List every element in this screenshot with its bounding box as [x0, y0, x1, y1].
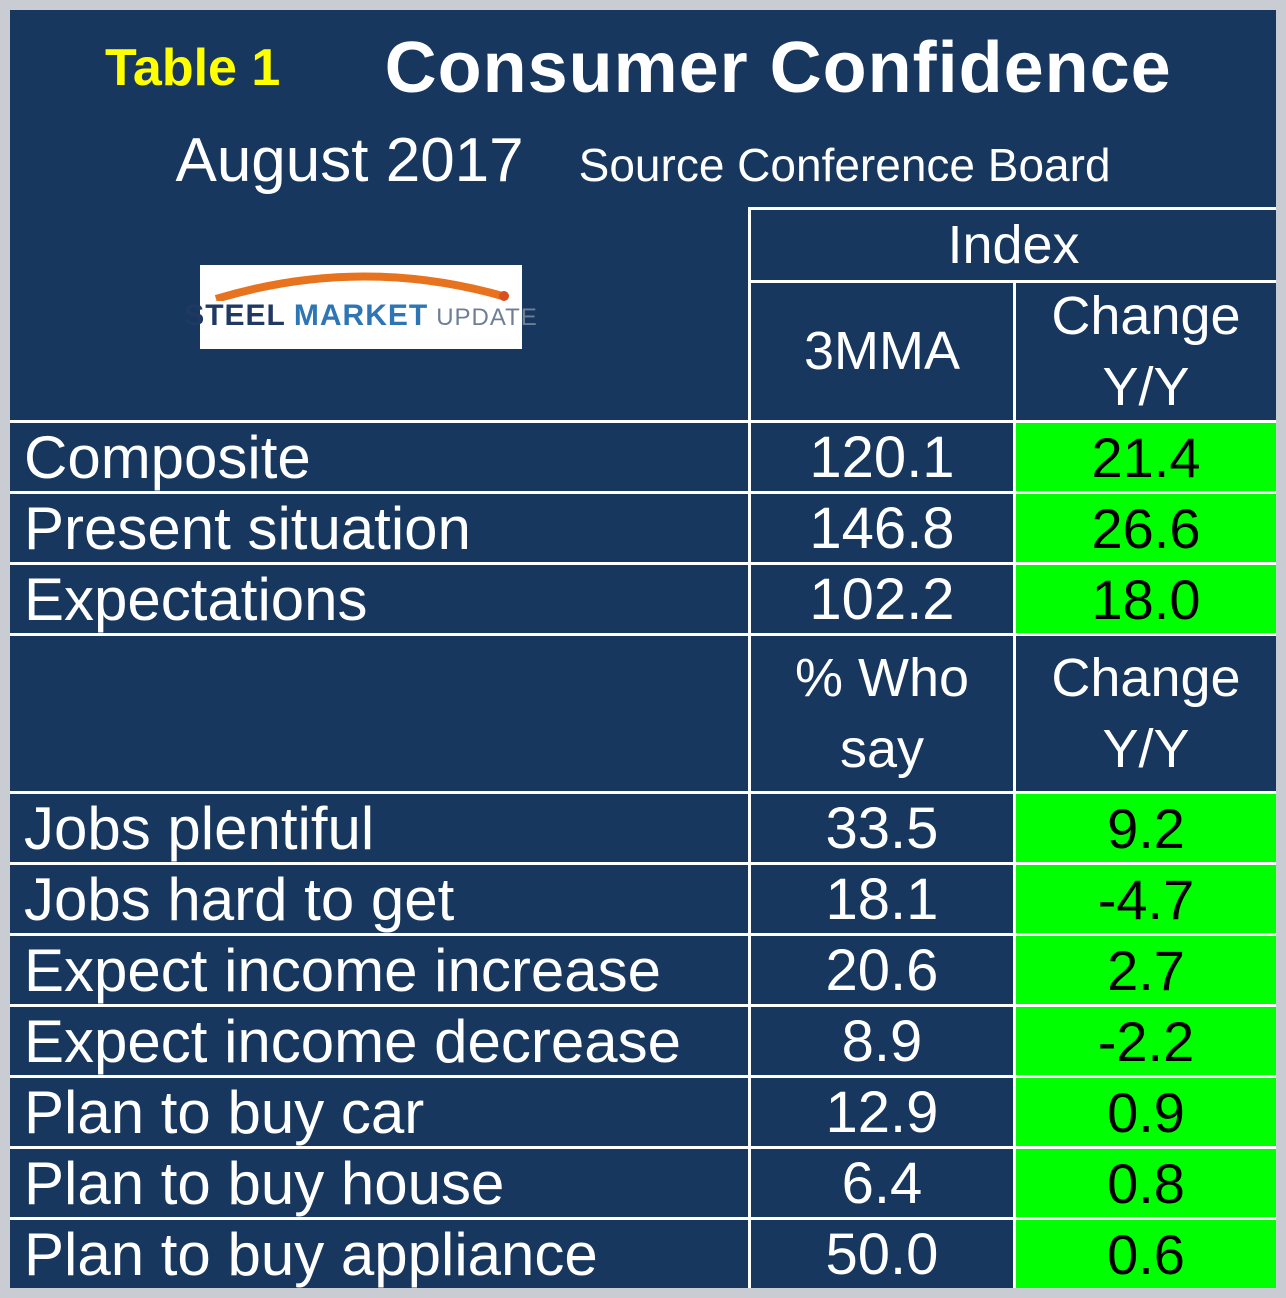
worksheet: Table 1 Consumer Confidence August 2017 …	[10, 10, 1276, 1288]
row-value: 8.9	[748, 1004, 1013, 1075]
period-label: August 2017	[175, 126, 524, 195]
logo-text: STEEL MARKET UPDATE	[184, 299, 538, 333]
row-label: Expect income decrease	[10, 1004, 748, 1075]
row-change: 9.2	[1013, 791, 1276, 862]
confidence-table: STEEL MARKET UPDATE Index 3MMA Change Y/…	[10, 207, 1276, 1288]
row-value: 18.1	[748, 862, 1013, 933]
logo-steel-text: STEEL	[184, 299, 286, 332]
source-label: Source Conference Board	[578, 139, 1111, 191]
row-label: Jobs hard to get	[10, 862, 748, 933]
row-change: 18.0	[1013, 562, 1276, 633]
row-change: 0.8	[1013, 1146, 1276, 1217]
subtitle-row: August 2017 Source Conference Board	[10, 125, 1276, 207]
col-header-3mma: 3MMA	[748, 283, 1013, 420]
empty-cell	[10, 633, 748, 791]
row-change: -2.2	[1013, 1004, 1276, 1075]
logo-cell: STEEL MARKET UPDATE	[10, 207, 748, 420]
row-change: 21.4	[1013, 420, 1276, 491]
index-group-header: Index	[748, 207, 1276, 283]
row-change: 26.6	[1013, 491, 1276, 562]
row-label: Plan to buy house	[10, 1146, 748, 1217]
col-header-change-yy-2: Change Y/Y	[1013, 633, 1276, 791]
page-title: Consumer Confidence	[384, 27, 1172, 108]
col-header-change-yy: Change Y/Y	[1013, 283, 1276, 420]
row-value: 102.2	[748, 562, 1013, 633]
row-change: 0.6	[1013, 1217, 1276, 1288]
row-value: 50.0	[748, 1217, 1013, 1288]
row-label: Jobs plentiful	[10, 791, 748, 862]
title-row: Table 1 Consumer Confidence	[10, 10, 1276, 125]
row-label: Plan to buy car	[10, 1075, 748, 1146]
col-header-percent-who-say: % Who say	[748, 633, 1013, 791]
row-value: 33.5	[748, 791, 1013, 862]
row-value: 6.4	[748, 1146, 1013, 1217]
table-label: Table 1	[105, 38, 281, 97]
row-label: Expect income increase	[10, 933, 748, 1004]
row-change: 0.9	[1013, 1075, 1276, 1146]
row-label: Composite	[10, 420, 748, 491]
row-value: 12.9	[748, 1075, 1013, 1146]
logo-market-text: MARKET	[293, 299, 429, 332]
logo-swoosh-icon	[214, 272, 509, 301]
row-change: 2.7	[1013, 933, 1276, 1004]
steel-market-update-logo: STEEL MARKET UPDATE	[184, 265, 537, 349]
row-label: Expectations	[10, 562, 748, 633]
row-label: Plan to buy appliance	[10, 1217, 748, 1288]
row-value: 120.1	[748, 420, 1013, 491]
row-value: 146.8	[748, 491, 1013, 562]
row-value: 20.6	[748, 933, 1013, 1004]
logo-update-text: UPDATE	[436, 304, 538, 331]
row-label: Present situation	[10, 491, 748, 562]
row-change: -4.7	[1013, 862, 1276, 933]
